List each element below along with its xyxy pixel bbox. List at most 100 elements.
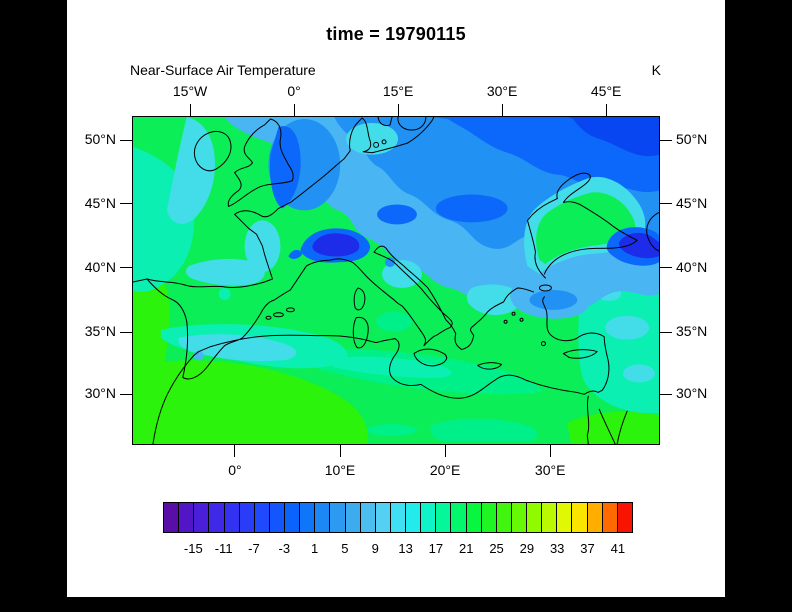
top-tick-mark [293, 104, 295, 116]
top-tick-label: 0° [287, 83, 301, 99]
temp-region-adriatic-cyan [382, 260, 422, 288]
colorbar-tick-label: 21 [458, 541, 474, 556]
right-tick-mark [660, 393, 672, 395]
coastline-cyprus [562, 349, 598, 359]
colorbar-cell-4 [224, 503, 240, 532]
coastline-ireland [193, 130, 232, 172]
top-tick-label: 15°W [172, 83, 208, 99]
colorbar-cell-5 [239, 503, 255, 532]
left-tick-label: 35°N [84, 323, 116, 340]
plot-canvas: time = 19790115 Near-Surface Air Tempera… [67, 0, 725, 597]
temp-region-nw-africa-bright [133, 360, 368, 444]
coastline-iberia-portugal [146, 278, 226, 380]
coastline-ibiza [265, 315, 272, 320]
colorbar-cell-0 [164, 503, 180, 532]
bottom-tick-mark [234, 445, 236, 457]
colorbar-cell-12 [345, 503, 361, 532]
bottom-tick-mark [339, 445, 341, 457]
colorbar-cell-3 [209, 503, 225, 532]
colorbar-tick-label: 5 [341, 541, 349, 556]
top-tick-mark [605, 104, 607, 116]
colorbar-cell-13 [360, 503, 376, 532]
colorbar-cell-1 [179, 503, 195, 532]
temp-region-tyrrhenian-pale [376, 311, 412, 332]
temp-region-sahara-pale-2 [367, 424, 417, 437]
coastline-norway-tip [377, 117, 393, 127]
temp-region-blue-lobe-1 [435, 194, 508, 223]
coastline-sardinia [352, 316, 369, 349]
bottom-tick-label: 20°E [429, 462, 461, 478]
left-tick-label: 30°N [84, 385, 116, 401]
colorbar-tick-label: 41 [610, 541, 626, 556]
bottom-tick-label: 0° [228, 462, 242, 478]
colorbar-cell-2 [194, 503, 210, 532]
colorbar-cell-30 [617, 503, 632, 532]
map-plot-area [132, 116, 660, 445]
bottom-tick-mark [444, 445, 446, 457]
coastline-iberia-france-northsea-baltic [133, 117, 435, 288]
colorbar-cell-23 [511, 503, 527, 532]
colorbar-cell-27 [572, 503, 588, 532]
left-tick-mark [120, 139, 132, 141]
colorbar-cell-20 [466, 503, 482, 532]
right-tick-mark [660, 331, 672, 333]
bottom-tick-label: 10°E [324, 462, 356, 478]
left-tick-label: 40°N [84, 258, 116, 275]
bottom-tick-label: 30°E [534, 462, 566, 478]
bottom-tick-mark [549, 445, 551, 457]
coastline-rhodes [540, 341, 546, 347]
temp-region-atlas-cyan [178, 334, 297, 362]
colorbar-cell-18 [436, 503, 452, 532]
colorbar-cell-28 [587, 503, 603, 532]
coastline-africa-levant-turkey [152, 296, 610, 444]
right-tick-mark [660, 203, 672, 205]
temperature-map-svg [133, 117, 659, 444]
right-tick-label: 30°N [676, 385, 708, 401]
coastline-gb [227, 118, 294, 207]
temp-region-caucasus-core [618, 232, 659, 259]
colorbar-tick-label: 37 [580, 541, 595, 556]
colorbar-cell-15 [390, 503, 406, 532]
colorbar-tick-label: 1 [310, 541, 319, 556]
colorbar-cell-25 [542, 503, 558, 532]
right-tick-label: 45°N [676, 194, 708, 211]
temp-region-denmark-cyan [346, 122, 398, 155]
colorbar-tick-label: 25 [489, 541, 504, 556]
colorbar-cell-14 [375, 503, 391, 532]
plot-title: time = 19790115 [326, 24, 466, 44]
temp-region-alps-core [312, 233, 360, 257]
top-tick-label: 45°E [590, 83, 622, 99]
colorbar-cell-22 [496, 503, 512, 532]
coastline-marmara [538, 284, 552, 292]
temp-region-red-sea-bright [567, 411, 659, 444]
coastlines [133, 117, 659, 444]
coastline-aegean-island-3 [503, 319, 508, 324]
top-tick-label: 15°E [382, 83, 414, 99]
coastline-caspian-edge [646, 211, 659, 252]
temp-region-middle-east-cyan-2 [623, 364, 656, 383]
colorbar-cell-16 [406, 503, 422, 532]
right-tick-mark [660, 139, 672, 141]
coastline-sicily [413, 348, 448, 367]
right-tick-mark [660, 267, 672, 269]
colorbar-labels: -15 -11 -7 -3 1 5 9 13 17 21 25 29 33 37 41 [163, 541, 633, 557]
colorbar-tick-label: 13 [398, 541, 413, 556]
colorbar-tick-label: -11 [214, 541, 233, 556]
colorbar-cell-24 [527, 503, 543, 532]
top-tick-label: 30°E [486, 83, 518, 99]
temp-region-egypt-pale [430, 418, 538, 442]
left-tick-label: 50°N [84, 131, 116, 148]
variable-long-name-label: Near-Surface Air Temperature [130, 62, 316, 78]
colorbar-tick-label: -3 [278, 541, 291, 556]
colorbar-tick-label: 29 [519, 541, 535, 556]
temp-region-aegean-cyan [466, 284, 522, 316]
top-tick-mark [189, 104, 191, 116]
coastline-crete [477, 362, 503, 370]
colorbar-cell-29 [602, 503, 618, 532]
coastline-mallorca [272, 312, 284, 318]
colorbar-cell-7 [269, 503, 285, 532]
coastline-black-sea [527, 172, 638, 279]
temp-region-west-of-ireland-cyan [166, 117, 215, 224]
coastline-danish-island-1 [373, 141, 380, 148]
colorbar-cell-17 [421, 503, 437, 532]
